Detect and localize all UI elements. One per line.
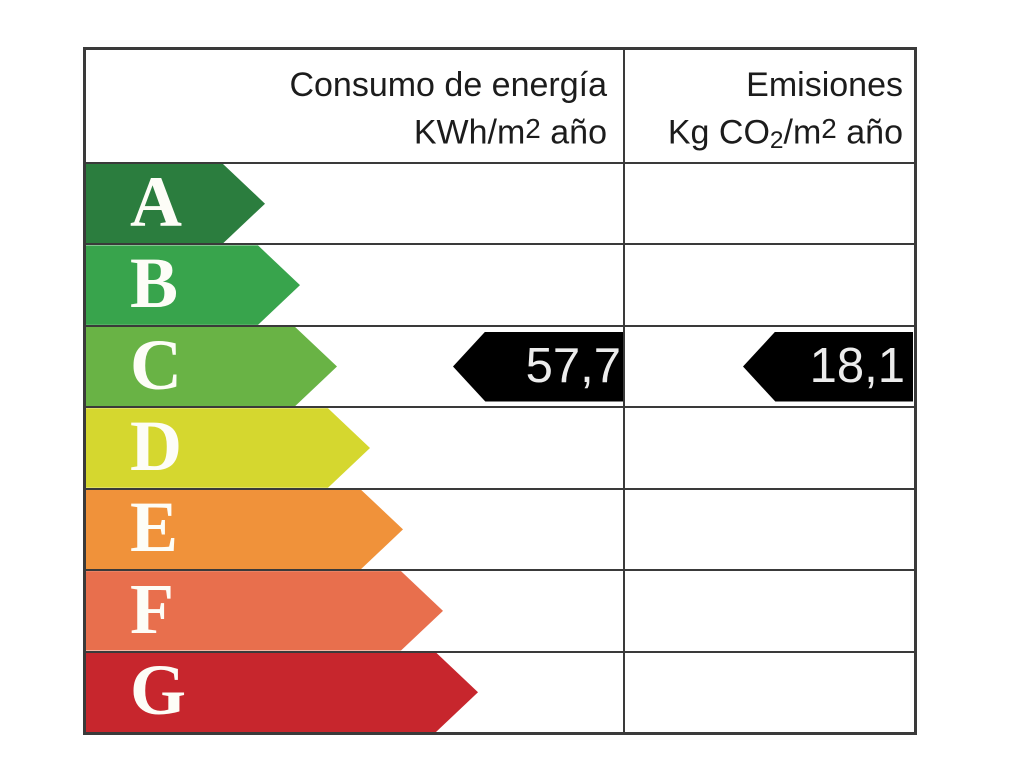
- consumption-value-pointer: 57,7: [453, 331, 623, 402]
- emissions-cell-a: [625, 164, 914, 243]
- rating-arrow-e: E: [86, 490, 403, 569]
- consumption-cell-c: C 57,7: [86, 326, 625, 407]
- table-header-row: Consumo de energía KWh/m2 año Emisiones …: [86, 50, 914, 164]
- emissions-unit-subscript: 2: [769, 126, 784, 154]
- emissions-cell-g: [625, 653, 914, 732]
- rating-letter-d: D: [130, 405, 182, 486]
- rating-row-f: F: [86, 571, 914, 653]
- emissions-unit-post: año: [836, 113, 903, 152]
- emissions-title: Emisiones: [746, 66, 903, 104]
- emissions-cell-b: [625, 245, 914, 324]
- consumption-value: 57,7: [525, 339, 621, 394]
- consumption-header-cell: Consumo de energía KWh/m2 año: [86, 50, 625, 162]
- rating-letter-f: F: [130, 568, 174, 649]
- emissions-value-pointer: 18,1: [743, 331, 913, 402]
- consumption-cell-a: A: [86, 164, 625, 244]
- consumption-cell-e: E: [86, 489, 625, 570]
- rating-arrow-f: F: [86, 571, 443, 650]
- emissions-header-cell: Emisiones Kg CO2/m2 año: [625, 50, 914, 162]
- rating-letter-g: G: [130, 650, 187, 731]
- consumption-unit: KWh/m2 año: [86, 107, 607, 155]
- emissions-unit-mid: /m: [783, 113, 822, 152]
- consumption-cell-f: F: [86, 571, 625, 651]
- rating-arrow-b: B: [86, 245, 300, 324]
- rating-row-g: G: [86, 652, 914, 732]
- consumption-cell-b: B: [86, 245, 625, 325]
- rating-row-e: E: [86, 489, 914, 572]
- rating-letter-a: A: [130, 161, 182, 242]
- emissions-cell-c: 18,1: [625, 327, 914, 406]
- consumption-unit-post: año: [540, 113, 607, 152]
- rating-arrow-c: C: [86, 327, 337, 406]
- energy-rating-table: Consumo de energía KWh/m2 año Emisiones …: [83, 47, 917, 735]
- consumption-title: Consumo de energía: [289, 66, 607, 104]
- rating-row-b: B: [86, 245, 914, 327]
- rating-letter-b: B: [130, 243, 179, 324]
- consumption-cell-g: G: [86, 652, 625, 732]
- rating-letter-c: C: [130, 324, 182, 405]
- rating-rows: A B C 57,7 18,1 D E F G: [86, 164, 914, 732]
- consumption-unit-pre: KWh/m: [413, 113, 526, 152]
- emissions-cell-d: [625, 408, 914, 487]
- emissions-unit-pre: Kg CO: [667, 113, 770, 152]
- emissions-unit: Kg CO2/m2 año: [625, 107, 903, 163]
- rating-letter-e: E: [130, 487, 179, 568]
- emissions-cell-e: [625, 490, 914, 569]
- rating-arrow-a: A: [86, 164, 265, 243]
- consumption-unit-superscript: 2: [525, 113, 541, 144]
- rating-row-c: C 57,7 18,1: [86, 326, 914, 409]
- emissions-value: 18,1: [809, 339, 905, 394]
- rating-arrow-g: G: [86, 653, 478, 732]
- rating-arrow-d: D: [86, 408, 370, 487]
- rating-row-a: A: [86, 164, 914, 246]
- rating-row-d: D: [86, 408, 914, 490]
- emissions-cell-f: [625, 571, 914, 650]
- emissions-unit-superscript: 2: [821, 113, 837, 144]
- consumption-cell-d: D: [86, 408, 625, 488]
